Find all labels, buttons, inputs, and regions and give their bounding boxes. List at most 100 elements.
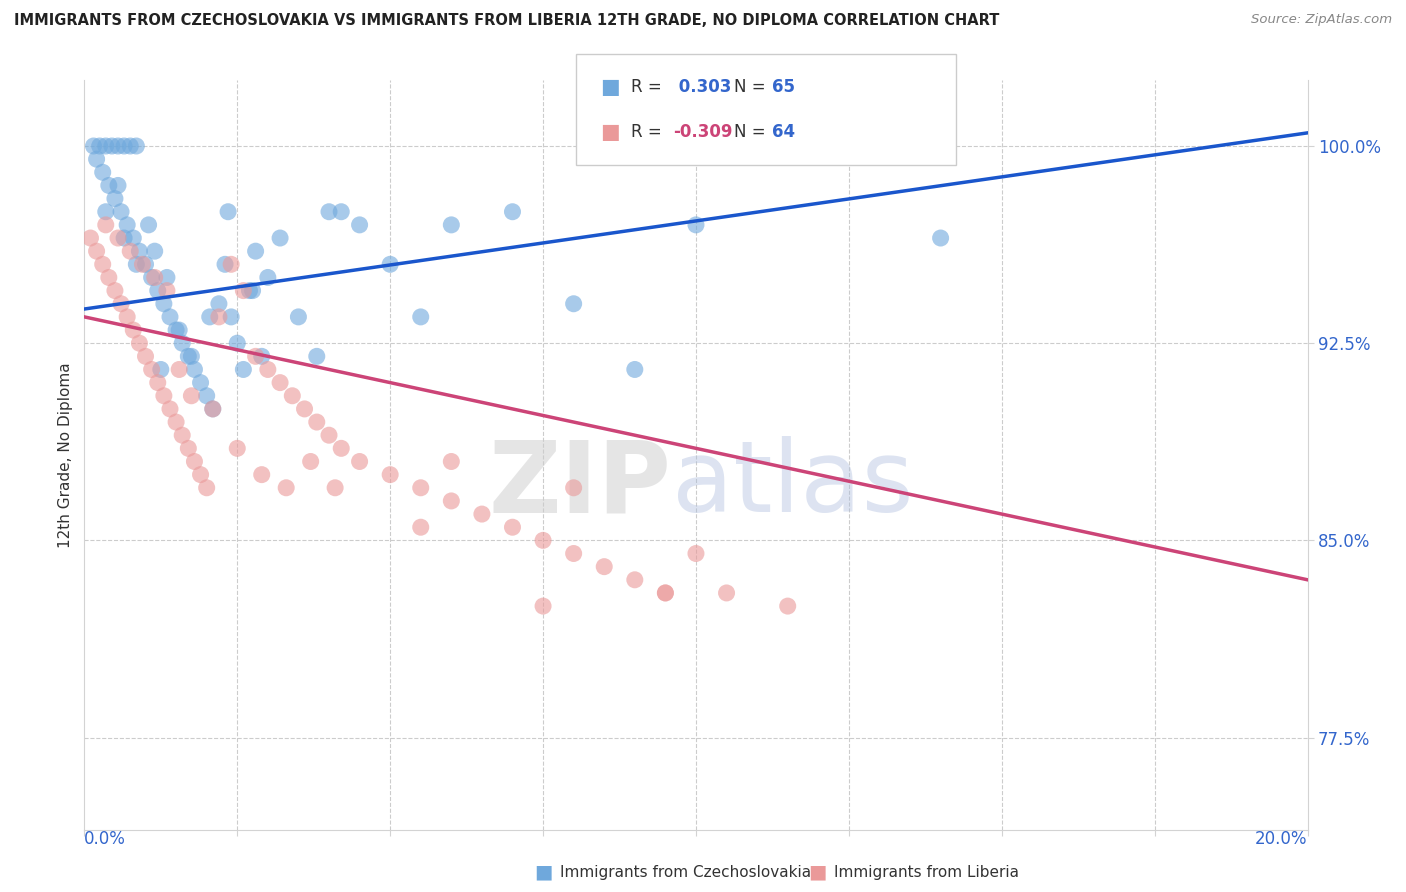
Point xyxy=(110,204,132,219)
Point xyxy=(299,454,322,468)
Point xyxy=(318,204,340,219)
Point xyxy=(776,599,799,613)
Point xyxy=(440,494,463,508)
Text: -0.309: -0.309 xyxy=(673,123,733,141)
Point xyxy=(232,284,254,298)
Y-axis label: 12th Grade, No Diploma: 12th Grade, No Diploma xyxy=(58,362,73,548)
Point xyxy=(94,139,117,153)
Point xyxy=(101,139,124,153)
Text: Immigrants from Czechoslovakia: Immigrants from Czechoslovakia xyxy=(560,865,811,880)
Text: ■: ■ xyxy=(600,122,620,142)
Point xyxy=(149,362,172,376)
Point xyxy=(593,559,616,574)
Point xyxy=(287,310,309,324)
Point xyxy=(115,310,138,324)
Point xyxy=(97,270,120,285)
Point xyxy=(245,349,267,363)
Point xyxy=(257,362,280,376)
Text: 20.0%: 20.0% xyxy=(1256,830,1308,847)
Point xyxy=(141,270,163,285)
Point xyxy=(269,376,291,390)
Point xyxy=(180,349,202,363)
Point xyxy=(89,139,111,153)
Point xyxy=(562,547,585,561)
Point xyxy=(195,389,218,403)
Point xyxy=(281,389,304,403)
Point xyxy=(183,362,205,376)
Point xyxy=(167,362,190,376)
Point xyxy=(305,349,328,363)
Point xyxy=(125,139,148,153)
Point xyxy=(195,481,218,495)
Point xyxy=(167,323,190,337)
Point xyxy=(86,244,108,259)
Point xyxy=(107,231,129,245)
Point xyxy=(502,520,524,534)
Text: IMMIGRANTS FROM CZECHOSLOVAKIA VS IMMIGRANTS FROM LIBERIA 12TH GRADE, NO DIPLOMA: IMMIGRANTS FROM CZECHOSLOVAKIA VS IMMIGR… xyxy=(14,13,1000,29)
Point xyxy=(180,389,202,403)
Point xyxy=(97,178,120,193)
Point xyxy=(146,376,169,390)
Point xyxy=(128,244,150,259)
Text: R =: R = xyxy=(631,123,668,141)
Point xyxy=(172,336,194,351)
Point xyxy=(349,454,371,468)
Point xyxy=(153,389,176,403)
Point xyxy=(440,218,463,232)
Point xyxy=(146,284,169,298)
Point xyxy=(257,270,280,285)
Point xyxy=(624,573,647,587)
Text: ■: ■ xyxy=(534,863,553,882)
Point xyxy=(107,178,129,193)
Point xyxy=(276,481,298,495)
Point xyxy=(409,481,432,495)
Text: ■: ■ xyxy=(808,863,827,882)
Point xyxy=(531,599,554,613)
Point xyxy=(409,310,432,324)
Point xyxy=(219,257,242,271)
Point xyxy=(201,401,224,416)
Point xyxy=(219,310,242,324)
Point xyxy=(165,323,187,337)
Point xyxy=(112,139,135,153)
Point xyxy=(716,586,738,600)
Point xyxy=(115,218,138,232)
Text: atlas: atlas xyxy=(672,436,912,533)
Text: Source: ZipAtlas.com: Source: ZipAtlas.com xyxy=(1251,13,1392,27)
Point xyxy=(318,428,340,442)
Point xyxy=(562,297,585,311)
Point xyxy=(104,192,127,206)
Point xyxy=(190,376,212,390)
Point xyxy=(122,323,145,337)
Point xyxy=(159,310,181,324)
Point xyxy=(107,139,129,153)
Point xyxy=(143,244,166,259)
Point xyxy=(112,231,135,245)
Point xyxy=(128,336,150,351)
Point xyxy=(531,533,554,548)
Point xyxy=(238,284,260,298)
Point xyxy=(440,454,463,468)
Point xyxy=(110,297,132,311)
Point xyxy=(91,257,114,271)
Point xyxy=(294,401,316,416)
Point xyxy=(214,257,236,271)
Point xyxy=(685,547,707,561)
Point xyxy=(153,297,176,311)
Point xyxy=(502,204,524,219)
Point xyxy=(654,586,676,600)
Point xyxy=(380,257,402,271)
Text: ■: ■ xyxy=(600,77,620,96)
Point xyxy=(250,467,273,482)
Point xyxy=(83,139,105,153)
Point xyxy=(177,349,200,363)
Point xyxy=(208,297,231,311)
Point xyxy=(380,467,402,482)
Text: N =: N = xyxy=(734,123,770,141)
Point xyxy=(330,442,353,456)
Point xyxy=(198,310,221,324)
Point xyxy=(869,139,891,153)
Point xyxy=(232,362,254,376)
Point xyxy=(226,442,249,456)
Point xyxy=(190,467,212,482)
